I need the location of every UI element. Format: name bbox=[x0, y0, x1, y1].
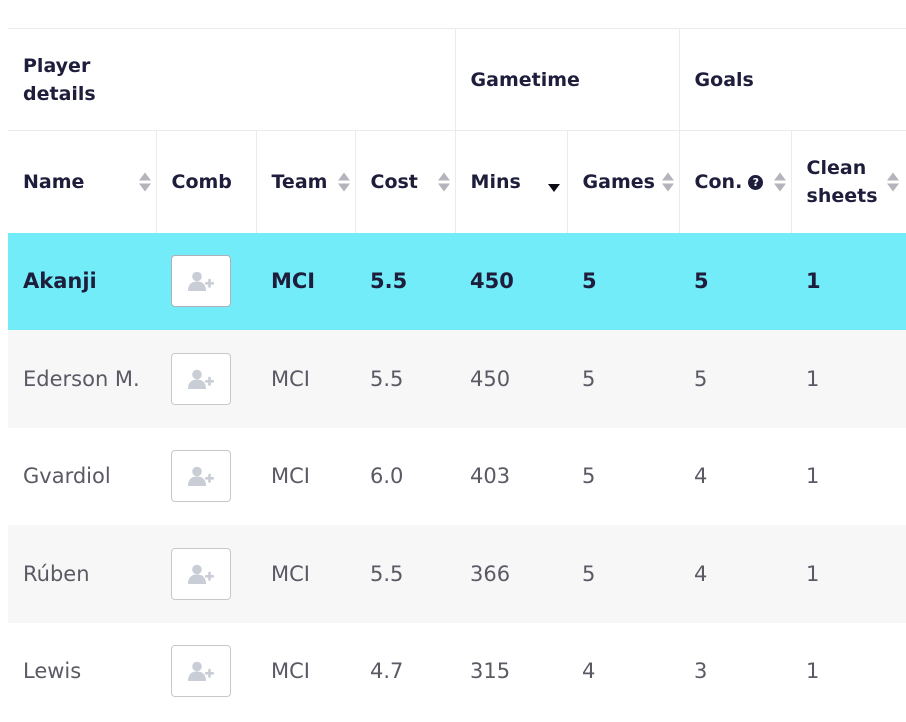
column-label-comb: Comb bbox=[171, 170, 232, 193]
clean-sheets-cell: 1 bbox=[791, 330, 906, 428]
group-header-row: Player details Gametime Goals bbox=[8, 28, 906, 131]
player-name: Lewis bbox=[23, 659, 82, 684]
add-to-comb-button[interactable] bbox=[171, 547, 231, 600]
games-cell: 5 bbox=[567, 232, 680, 330]
cost-cell: 5.5 bbox=[355, 525, 456, 623]
table-row[interactable]: Rúben MCI 5.5 366 5 4 1 bbox=[8, 525, 906, 623]
column-label-mins: Mins bbox=[470, 170, 521, 193]
column-header-mins[interactable]: Mins bbox=[454, 130, 568, 233]
add-to-comb-button[interactable] bbox=[171, 255, 231, 308]
con-cell: 4 bbox=[679, 525, 792, 623]
player-stats-table: Player details Gametime Goals Name Comb … bbox=[8, 28, 906, 720]
add-to-comb-button[interactable] bbox=[171, 352, 231, 405]
cost-cell: 5.5 bbox=[355, 330, 456, 428]
group-gametime: Gametime bbox=[454, 28, 680, 131]
add-user-icon bbox=[188, 564, 214, 584]
table-row[interactable]: Ederson M. MCI 5.5 450 5 5 1 bbox=[8, 330, 906, 428]
column-header-games[interactable]: Games bbox=[566, 130, 680, 233]
column-label-cost: Cost bbox=[370, 170, 418, 193]
clean-sheets-cell: 1 bbox=[806, 464, 820, 489]
sort-icon bbox=[661, 172, 675, 192]
team-cell: MCI bbox=[256, 330, 355, 428]
mins-cell: 403 bbox=[470, 464, 511, 489]
con-cell: 5 bbox=[679, 330, 792, 428]
comb-cell bbox=[156, 428, 256, 526]
column-label-team: Team bbox=[271, 170, 328, 193]
group-goals: Goals bbox=[678, 28, 906, 131]
games-cell: 4 bbox=[582, 659, 596, 684]
player-name: Gvardiol bbox=[23, 464, 111, 489]
column-label-games: Games bbox=[582, 170, 655, 193]
group-player-details: Player details bbox=[8, 28, 456, 131]
mins-cell: 450 bbox=[455, 232, 568, 330]
con-cell: 4 bbox=[694, 464, 708, 489]
team-cell: MCI bbox=[256, 232, 355, 330]
sort-descending-icon bbox=[547, 183, 561, 192]
add-to-comb-button[interactable] bbox=[171, 450, 231, 503]
clean-sheets-cell: 1 bbox=[791, 525, 906, 623]
column-header-comb: Comb bbox=[155, 130, 256, 233]
mins-cell: 366 bbox=[455, 525, 568, 623]
con-cell: 3 bbox=[694, 659, 708, 684]
add-to-comb-button[interactable] bbox=[171, 645, 231, 698]
player-stats-table-container: Player details Gametime Goals Name Comb … bbox=[8, 28, 906, 720]
column-header-name[interactable]: Name bbox=[8, 130, 156, 233]
column-header-cost[interactable]: Cost bbox=[354, 130, 456, 233]
table-row[interactable]: Akanji MCI 5.5 450 5 5 1 bbox=[8, 232, 906, 330]
comb-cell bbox=[156, 623, 256, 721]
team-cell: MCI bbox=[256, 525, 355, 623]
column-label-con: Con. bbox=[694, 170, 743, 193]
column-label-clean-sheets: Clean sheets bbox=[806, 156, 878, 207]
column-header-con[interactable]: Con.? bbox=[678, 130, 792, 233]
column-header-team[interactable]: Team bbox=[255, 130, 355, 233]
column-label-name: Name bbox=[23, 170, 85, 193]
cost-cell: 6.0 bbox=[370, 464, 404, 489]
mins-cell: 315 bbox=[470, 659, 511, 684]
sort-icon bbox=[773, 172, 787, 192]
team-cell: MCI bbox=[271, 464, 310, 489]
sort-icon bbox=[337, 172, 351, 192]
comb-cell bbox=[156, 232, 256, 330]
table-body: Akanji MCI 5.5 450 5 5 1 Ederson M. bbox=[8, 232, 906, 721]
column-header-clean-sheets[interactable]: Clean sheets bbox=[790, 130, 906, 233]
comb-cell bbox=[156, 330, 256, 428]
column-header-row: Name Comb Team Cost Mins Games bbox=[8, 130, 906, 233]
cost-cell: 5.5 bbox=[355, 232, 456, 330]
games-cell: 5 bbox=[582, 464, 596, 489]
table-row[interactable]: Gvardiol MCI 6.0 403 5 4 1 bbox=[8, 428, 906, 526]
mins-cell: 450 bbox=[455, 330, 568, 428]
clean-sheets-cell: 1 bbox=[791, 232, 906, 330]
sort-icon bbox=[437, 172, 451, 192]
games-cell: 5 bbox=[567, 525, 680, 623]
team-cell: MCI bbox=[271, 659, 310, 684]
add-user-icon bbox=[188, 466, 214, 487]
sort-icon bbox=[138, 172, 152, 192]
player-name: Ederson M. bbox=[8, 330, 156, 428]
clean-sheets-cell: 1 bbox=[806, 659, 820, 684]
player-name: Rúben bbox=[8, 525, 156, 623]
player-name: Akanji bbox=[8, 232, 156, 330]
help-icon[interactable]: ? bbox=[748, 174, 764, 190]
comb-cell bbox=[156, 525, 256, 623]
cost-cell: 4.7 bbox=[370, 659, 404, 684]
games-cell: 5 bbox=[567, 330, 680, 428]
add-user-icon bbox=[188, 271, 214, 292]
add-user-icon bbox=[188, 661, 214, 682]
sort-icon bbox=[886, 172, 900, 192]
con-cell: 5 bbox=[679, 232, 792, 330]
add-user-icon bbox=[188, 369, 214, 389]
table-row[interactable]: Lewis MCI 4.7 315 4 3 1 bbox=[8, 623, 906, 721]
